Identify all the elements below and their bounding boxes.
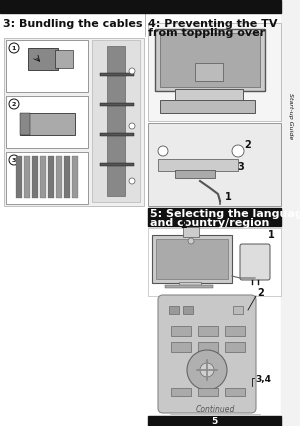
Circle shape: [9, 99, 19, 109]
Text: and country/region: and country/region: [150, 218, 269, 228]
Bar: [16, 156, 22, 198]
Text: 1: 1: [12, 46, 16, 51]
Bar: [160, 100, 255, 113]
Bar: [6, 96, 88, 148]
Bar: [195, 63, 223, 81]
Circle shape: [9, 43, 19, 53]
Circle shape: [129, 68, 135, 74]
Bar: [72, 156, 78, 198]
Bar: [92, 40, 140, 202]
Bar: [225, 342, 245, 352]
Circle shape: [129, 178, 135, 184]
Bar: [100, 73, 134, 76]
Bar: [225, 388, 245, 396]
Bar: [183, 306, 193, 314]
Bar: [100, 133, 134, 136]
Bar: [64, 156, 70, 198]
Bar: [100, 163, 134, 166]
Circle shape: [188, 238, 194, 244]
Bar: [6, 152, 88, 204]
Text: 1: 1: [225, 192, 232, 202]
Circle shape: [9, 155, 19, 165]
Circle shape: [158, 146, 168, 156]
Bar: [32, 156, 38, 198]
Bar: [160, 33, 260, 87]
Bar: [0, 0, 281, 13]
Bar: [179, 282, 201, 286]
Bar: [4, 38, 144, 206]
Bar: [156, 239, 228, 279]
Bar: [28, 48, 58, 70]
Text: from toppling over: from toppling over: [148, 28, 265, 38]
Text: 1: 1: [268, 230, 275, 240]
Bar: [171, 326, 191, 336]
FancyBboxPatch shape: [158, 295, 256, 413]
Bar: [6, 40, 88, 92]
Bar: [175, 170, 215, 178]
Bar: [155, 29, 265, 91]
Text: 5: Selecting the language: 5: Selecting the language: [150, 209, 300, 219]
Bar: [40, 156, 46, 198]
Text: 3: 3: [12, 158, 16, 162]
Bar: [148, 23, 281, 121]
Bar: [225, 326, 245, 336]
Bar: [24, 156, 30, 198]
Circle shape: [232, 145, 244, 157]
Text: 4: Preventing the TV: 4: Preventing the TV: [148, 19, 278, 29]
Text: 2: 2: [257, 288, 264, 298]
Circle shape: [129, 123, 135, 129]
Bar: [171, 388, 191, 396]
Bar: [198, 388, 218, 396]
Bar: [107, 46, 125, 196]
Bar: [48, 156, 54, 198]
Text: 3: 3: [237, 162, 244, 172]
Bar: [20, 113, 75, 135]
Bar: [148, 123, 281, 206]
Bar: [171, 342, 191, 352]
Text: 2: 2: [244, 140, 251, 150]
Bar: [281, 0, 300, 426]
Bar: [198, 326, 218, 336]
Bar: [152, 235, 232, 283]
Text: 5: 5: [211, 417, 217, 426]
Circle shape: [200, 363, 214, 377]
Bar: [148, 416, 281, 426]
Bar: [100, 103, 134, 106]
Text: Continued: Continued: [195, 405, 235, 414]
Text: 2: 2: [12, 101, 16, 106]
Bar: [56, 156, 62, 198]
Bar: [148, 208, 281, 226]
FancyBboxPatch shape: [240, 244, 270, 280]
Bar: [148, 228, 281, 296]
Bar: [55, 50, 73, 68]
Bar: [198, 342, 218, 352]
Text: 2: 2: [180, 220, 187, 230]
Text: Start-up Guide: Start-up Guide: [287, 93, 292, 139]
Bar: [233, 306, 243, 314]
Bar: [20, 113, 30, 135]
Bar: [165, 285, 213, 288]
Bar: [169, 306, 179, 314]
Bar: [183, 227, 199, 237]
Bar: [158, 159, 238, 171]
Text: 3,4: 3,4: [255, 375, 271, 384]
Circle shape: [187, 350, 227, 390]
Text: 3: Bundling the cables: 3: Bundling the cables: [3, 19, 142, 29]
Bar: [175, 89, 243, 101]
